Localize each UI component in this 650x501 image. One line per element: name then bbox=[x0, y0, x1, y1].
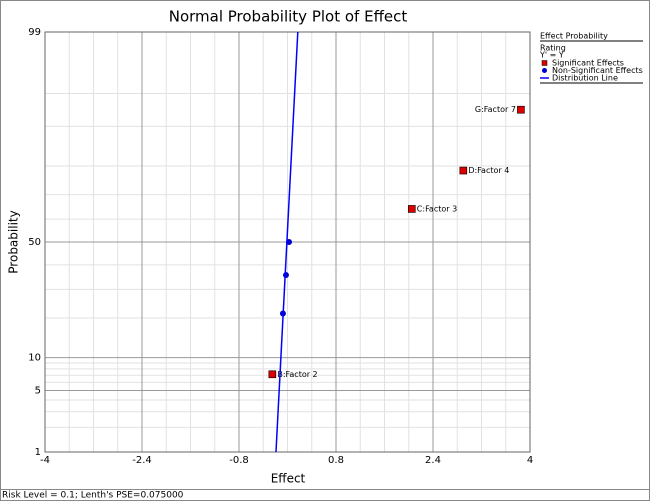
plot-border bbox=[44, 31, 531, 453]
legend-label: Non-Significant Effects bbox=[552, 66, 643, 75]
legend-swatch bbox=[542, 68, 547, 73]
significant-point bbox=[459, 166, 468, 175]
point-label: G:Factor 7 bbox=[475, 105, 516, 114]
legend-label: Distribution Line bbox=[552, 74, 618, 83]
significant-point bbox=[517, 105, 525, 114]
y-tick-label: 50 bbox=[28, 237, 41, 248]
x-tick-label: 4 bbox=[527, 455, 533, 466]
significant-point bbox=[268, 370, 277, 379]
y-axis-label: Probability bbox=[7, 210, 21, 273]
footer: Risk Level = 0.1; Lenth's PSE=0.075000 bbox=[2, 491, 184, 501]
point-label: D:Factor 4 bbox=[468, 166, 509, 175]
chart-title: Normal Probability Plot of Effect bbox=[169, 8, 408, 26]
point-label: B:Factor 2 bbox=[277, 370, 317, 379]
legend-note: Y' = Y bbox=[539, 51, 564, 60]
y-tick-label: 1 bbox=[35, 447, 41, 458]
legend-title: Effect Probability bbox=[540, 32, 608, 41]
distribution-line bbox=[275, 31, 299, 453]
x-tick-label: -2.4 bbox=[132, 455, 152, 466]
point-label: C:Factor 3 bbox=[417, 204, 457, 213]
significant-point bbox=[407, 205, 416, 213]
legend-swatch bbox=[541, 60, 548, 66]
x-tick-label: -0.8 bbox=[229, 455, 249, 466]
legend-note: Rating bbox=[540, 44, 566, 53]
x-tick-label: 2.4 bbox=[425, 455, 441, 466]
legend-label: Significant Effects bbox=[552, 59, 624, 68]
x-tick-label: 0.8 bbox=[328, 455, 344, 466]
y-tick-label: 10 bbox=[28, 353, 41, 364]
y-tick-label: 5 bbox=[35, 385, 41, 396]
x-axis-label: Effect bbox=[271, 472, 306, 486]
x-tick-label: -4 bbox=[40, 455, 50, 466]
y-tick-label: 99 bbox=[28, 27, 41, 38]
